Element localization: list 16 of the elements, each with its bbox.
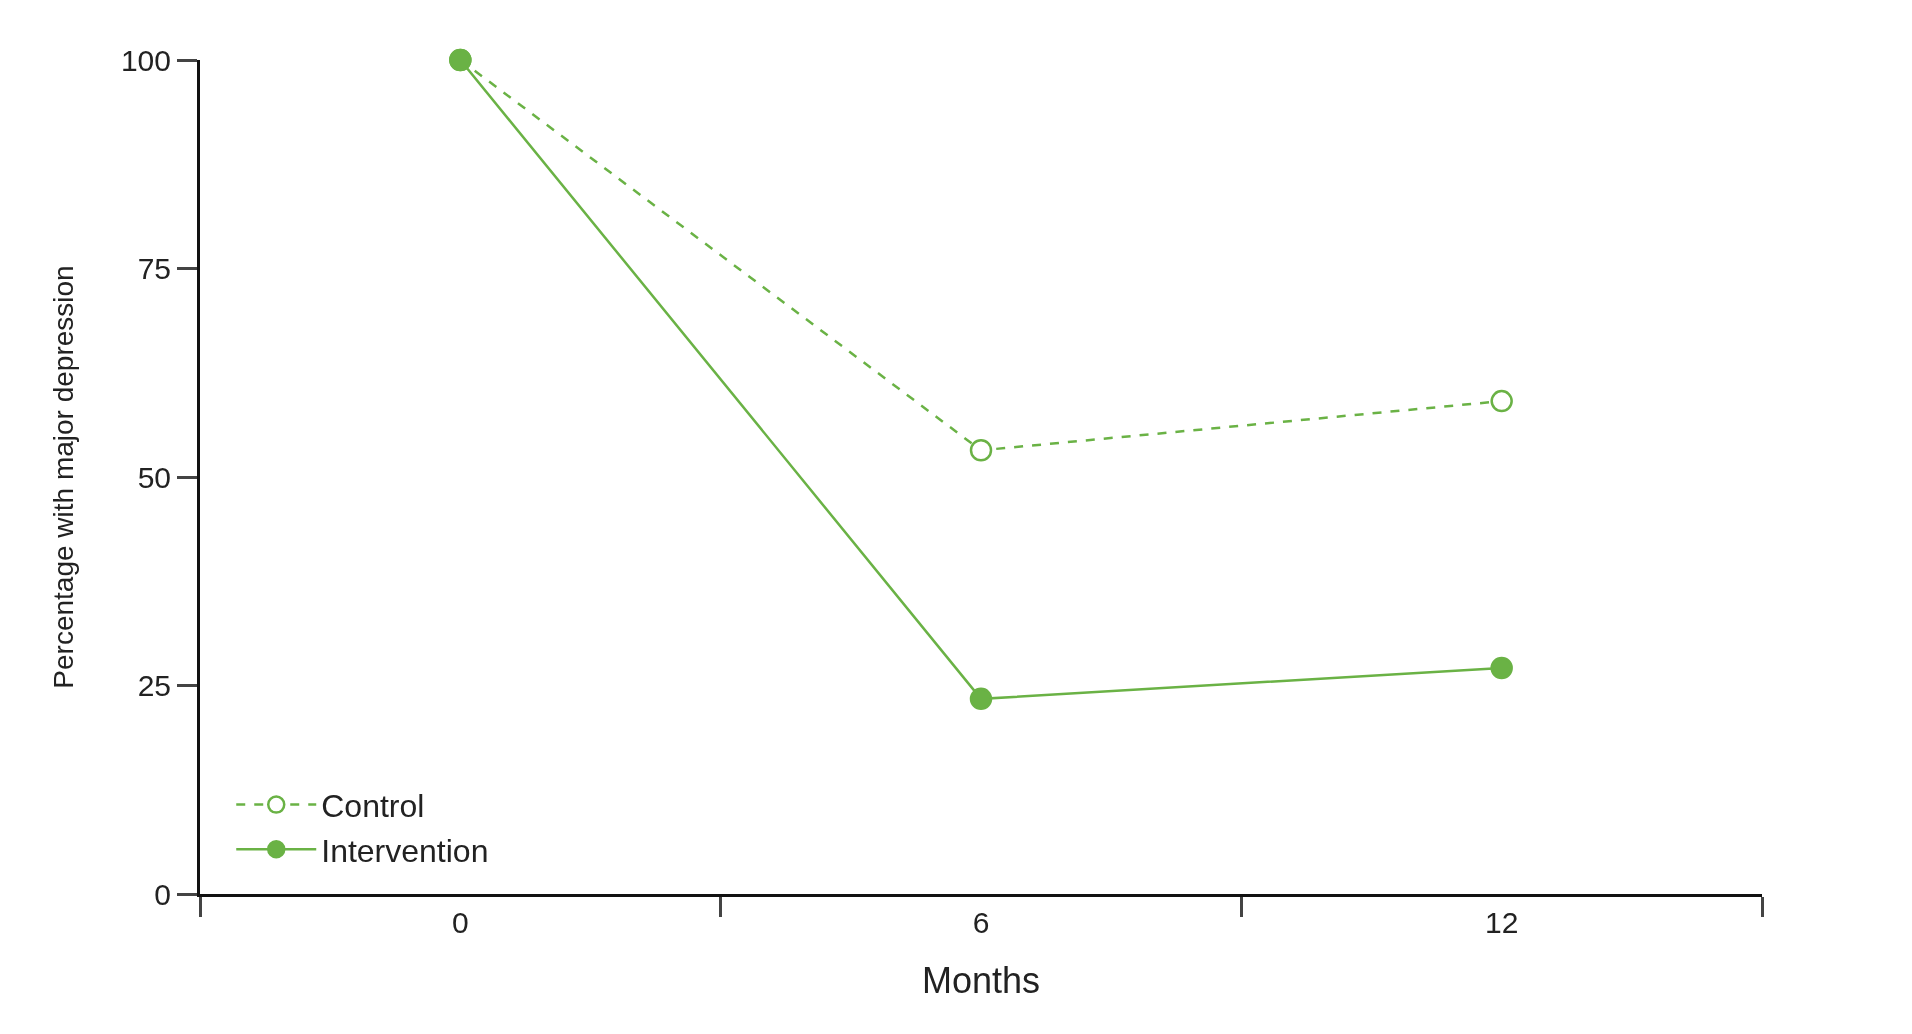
point [969,439,993,462]
y-axis-title: Percentage with major depression [47,265,79,689]
point [969,687,993,711]
y-tick-label: 0 [154,877,171,911]
legend-label: Intervention [321,832,489,869]
legend-label: Control [321,788,425,825]
y-tick-label: 75 [137,252,171,285]
point [1490,656,1513,680]
y-tick-label: 50 [137,460,171,494]
point [1490,389,1513,413]
y-tick-label: 25 [137,669,171,702]
y-tick-label: 100 [120,43,171,77]
x-axis-title: Months [921,959,1041,1001]
x-tick-label: 6 [972,906,990,939]
x-tick-label: 0 [451,906,469,939]
x-tick-label: 12 [1484,906,1519,939]
